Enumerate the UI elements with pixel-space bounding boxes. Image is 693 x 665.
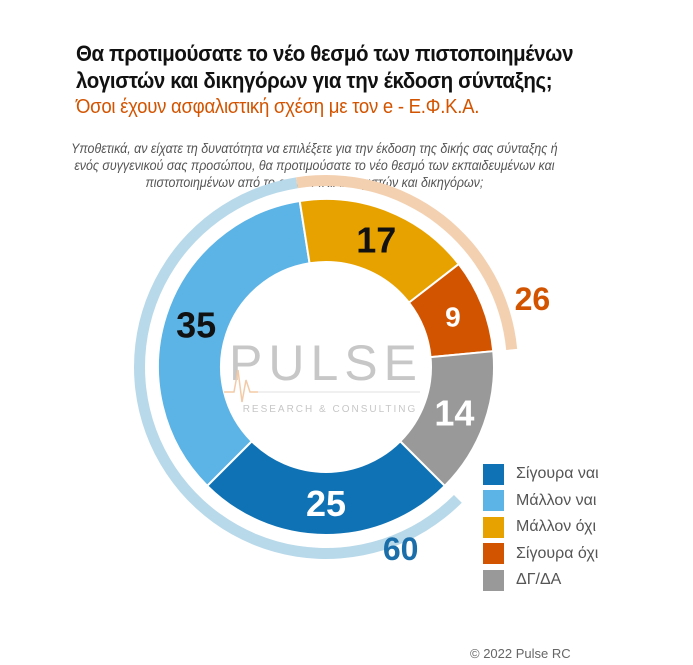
legend-item-σίγουρα-όχι: Σίγουρα όχι [483, 541, 599, 567]
legend-label: Σίγουρα όχι [516, 544, 599, 562]
donut-slices [157, 198, 495, 536]
copyright: © 2022 Pulse RC [470, 646, 571, 661]
slice-label-μάλλον-ναι: 35 [176, 304, 216, 345]
chart-title: Θα προτιμούσατε το νέο θεσμό των πιστοπο… [76, 41, 574, 93]
slice-labels: 25 35 17 9 14 [176, 220, 474, 524]
group-label-26: 26 [515, 281, 551, 317]
legend-item-μάλλον-όχι: Μάλλον όχι [483, 514, 599, 540]
legend-swatch [483, 516, 504, 538]
legend-item-δγ-δα: ΔΓ/ΔΑ [483, 567, 599, 593]
slice-label-μάλλον-όχι: 17 [356, 220, 396, 261]
chart-subtitle: Όσοι έχουν ασφαλιστική σχέση με τον e - … [76, 96, 480, 118]
watermark-tagline: RESEARCH & CONSULTING [243, 404, 418, 415]
watermark-brand: PULSE [229, 335, 423, 391]
legend-label: ΔΓ/ΔΑ [516, 571, 562, 588]
slice-label-σίγουρα-ναι: 25 [306, 483, 346, 524]
legend-item-σίγουρα-ναι: Σίγουρα ναι [483, 461, 599, 487]
legend: Σίγουρα ναι Μάλλον ναι Μάλλον όχι Σίγουρα ό… [483, 461, 599, 594]
legend-swatch [483, 569, 504, 591]
slice-δγ-δα [398, 350, 495, 488]
group-labels: 60 26 [383, 281, 550, 567]
legend-item-μάλλον-ναι: Μάλλον ναι [483, 488, 599, 514]
group-arc-60 [134, 177, 462, 559]
legend-swatch [483, 543, 504, 564]
legend-label: Μάλλον ναι [516, 491, 597, 509]
legend-swatch [483, 490, 504, 511]
group-arcs [134, 175, 518, 559]
pulse-watermark: PULSE RESEARCH & CONSULTING [224, 335, 423, 415]
slice-μάλλον-ναι [157, 199, 311, 488]
group-label-60: 60 [383, 531, 419, 567]
slice-label-δγ-δα: 14 [434, 393, 474, 434]
slice-σίγουρα-ναι [205, 439, 447, 536]
legend-swatch [483, 463, 504, 485]
slice-label-σίγουρα-όχι: 9 [445, 301, 461, 332]
legend-label: Σίγουρα ναι [516, 465, 599, 482]
legend-label: Μάλλον όχι [516, 518, 597, 535]
watermark-pulse-line [224, 369, 258, 403]
